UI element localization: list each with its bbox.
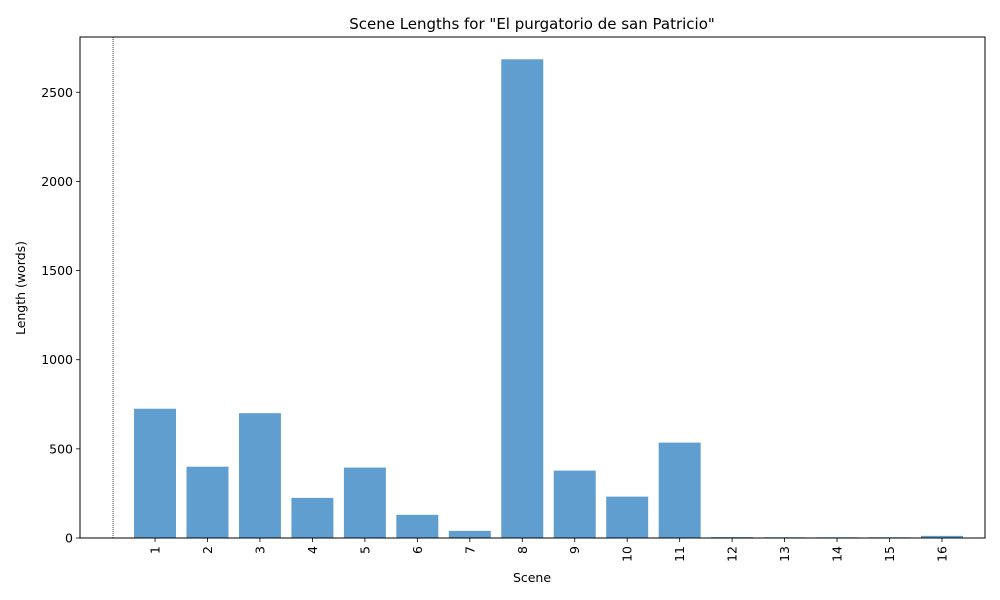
y-tick-label: 2000 xyxy=(41,174,73,189)
x-tick-label: 16 xyxy=(934,546,949,562)
x-axis-label: Scene xyxy=(513,570,551,585)
bar-scene-8 xyxy=(501,59,544,539)
bar-scene-7 xyxy=(448,530,491,538)
bar-scene-11 xyxy=(658,442,701,538)
x-tick-label: 14 xyxy=(830,546,845,562)
y-tick-label: 2500 xyxy=(41,85,73,100)
bar-scene-4 xyxy=(291,497,334,538)
bar-scene-5 xyxy=(343,467,386,538)
x-tick-label: 2 xyxy=(200,546,215,554)
y-tick-label: 1000 xyxy=(41,352,73,367)
bar-scene-6 xyxy=(396,514,439,538)
y-axis-label: Length (words) xyxy=(13,241,28,335)
x-tick-label: 1 xyxy=(148,546,163,554)
x-tick-label: 9 xyxy=(567,546,582,554)
y-tick-label: 0 xyxy=(65,531,73,546)
x-tick-label: 5 xyxy=(357,546,372,554)
chart-title: Scene Lengths for "El purgatorio de san … xyxy=(349,15,715,33)
bar-scene-9 xyxy=(553,470,596,538)
y-axis: 0 500 1000 1500 2000 2500 xyxy=(41,85,80,546)
bar-scene-16 xyxy=(920,535,963,538)
bar-scene-3 xyxy=(238,413,281,538)
x-tick-label: 7 xyxy=(462,546,477,554)
plot-frame xyxy=(79,36,986,539)
bars-group xyxy=(134,59,963,539)
x-tick-label: 4 xyxy=(305,546,320,554)
bar-scene-1 xyxy=(134,408,177,538)
y-tick-label: 1500 xyxy=(41,263,73,278)
x-tick-label: 10 xyxy=(620,546,635,562)
bar-scene-2 xyxy=(186,466,229,538)
x-tick-label: 8 xyxy=(515,546,530,554)
x-tick-label: 15 xyxy=(882,546,897,562)
y-tick-label: 500 xyxy=(49,441,73,456)
x-tick-label: 11 xyxy=(672,546,687,562)
x-tick-label: 3 xyxy=(252,546,267,554)
bar-scene-10 xyxy=(606,496,649,538)
x-tick-label: 6 xyxy=(410,546,425,554)
x-tick-label: 13 xyxy=(777,546,792,562)
x-axis: 1 2 3 4 5 6 7 8 9 10 11 12 13 14 15 16 xyxy=(148,538,949,562)
x-tick-label: 12 xyxy=(725,546,740,562)
